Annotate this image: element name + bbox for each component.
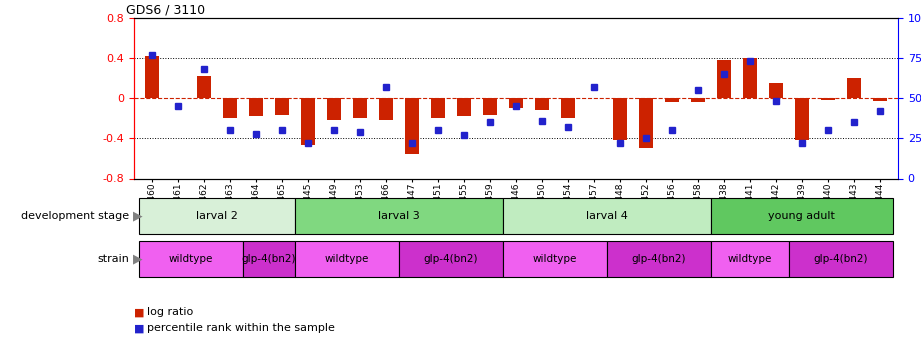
Bar: [872, 98, 887, 101]
Bar: [145, 56, 159, 98]
Bar: [691, 98, 705, 102]
Text: larval 3: larval 3: [378, 211, 420, 221]
Text: young adult: young adult: [768, 211, 835, 221]
Text: development stage: development stage: [21, 211, 129, 221]
Bar: [769, 83, 783, 98]
Bar: [274, 98, 289, 115]
Text: strain: strain: [97, 254, 129, 264]
Bar: [300, 98, 315, 145]
Text: glp-4(bn2): glp-4(bn2): [241, 254, 296, 264]
Text: glp-4(bn2): glp-4(bn2): [813, 254, 868, 264]
Bar: [503, 198, 711, 234]
Bar: [711, 241, 788, 277]
Bar: [665, 98, 679, 102]
Bar: [638, 98, 653, 149]
Text: ■: ■: [134, 323, 144, 333]
Bar: [742, 58, 757, 98]
Text: larval 2: larval 2: [196, 211, 238, 221]
Text: percentile rank within the sample: percentile rank within the sample: [147, 323, 335, 333]
Bar: [612, 98, 627, 140]
Bar: [196, 76, 211, 98]
Bar: [508, 98, 523, 108]
Text: ▶: ▶: [133, 210, 142, 222]
Bar: [295, 241, 399, 277]
Bar: [795, 98, 809, 140]
Bar: [243, 241, 295, 277]
Text: log ratio: log ratio: [147, 307, 193, 317]
Text: glp-4(bn2): glp-4(bn2): [424, 254, 478, 264]
Bar: [431, 98, 445, 118]
Bar: [846, 78, 861, 98]
Bar: [717, 60, 731, 98]
Bar: [607, 241, 711, 277]
Bar: [223, 98, 237, 118]
Text: glp-4(bn2): glp-4(bn2): [632, 254, 686, 264]
Bar: [379, 98, 393, 120]
Bar: [353, 98, 367, 118]
Text: wildtype: wildtype: [728, 254, 772, 264]
Bar: [711, 198, 892, 234]
Text: wildtype: wildtype: [532, 254, 577, 264]
Bar: [534, 98, 549, 110]
Bar: [483, 98, 497, 115]
Bar: [139, 241, 243, 277]
Text: larval 4: larval 4: [586, 211, 628, 221]
Bar: [457, 98, 471, 116]
Bar: [788, 241, 892, 277]
Bar: [295, 198, 503, 234]
Text: GDS6 / 3110: GDS6 / 3110: [126, 4, 205, 17]
Text: ▶: ▶: [133, 252, 142, 265]
Bar: [139, 198, 295, 234]
Bar: [561, 98, 575, 118]
Bar: [404, 98, 419, 154]
Bar: [249, 98, 262, 116]
Text: ■: ■: [134, 307, 144, 317]
Bar: [327, 98, 341, 120]
Bar: [821, 98, 835, 100]
Bar: [503, 241, 607, 277]
Bar: [399, 241, 503, 277]
Text: wildtype: wildtype: [324, 254, 369, 264]
Text: wildtype: wildtype: [169, 254, 213, 264]
